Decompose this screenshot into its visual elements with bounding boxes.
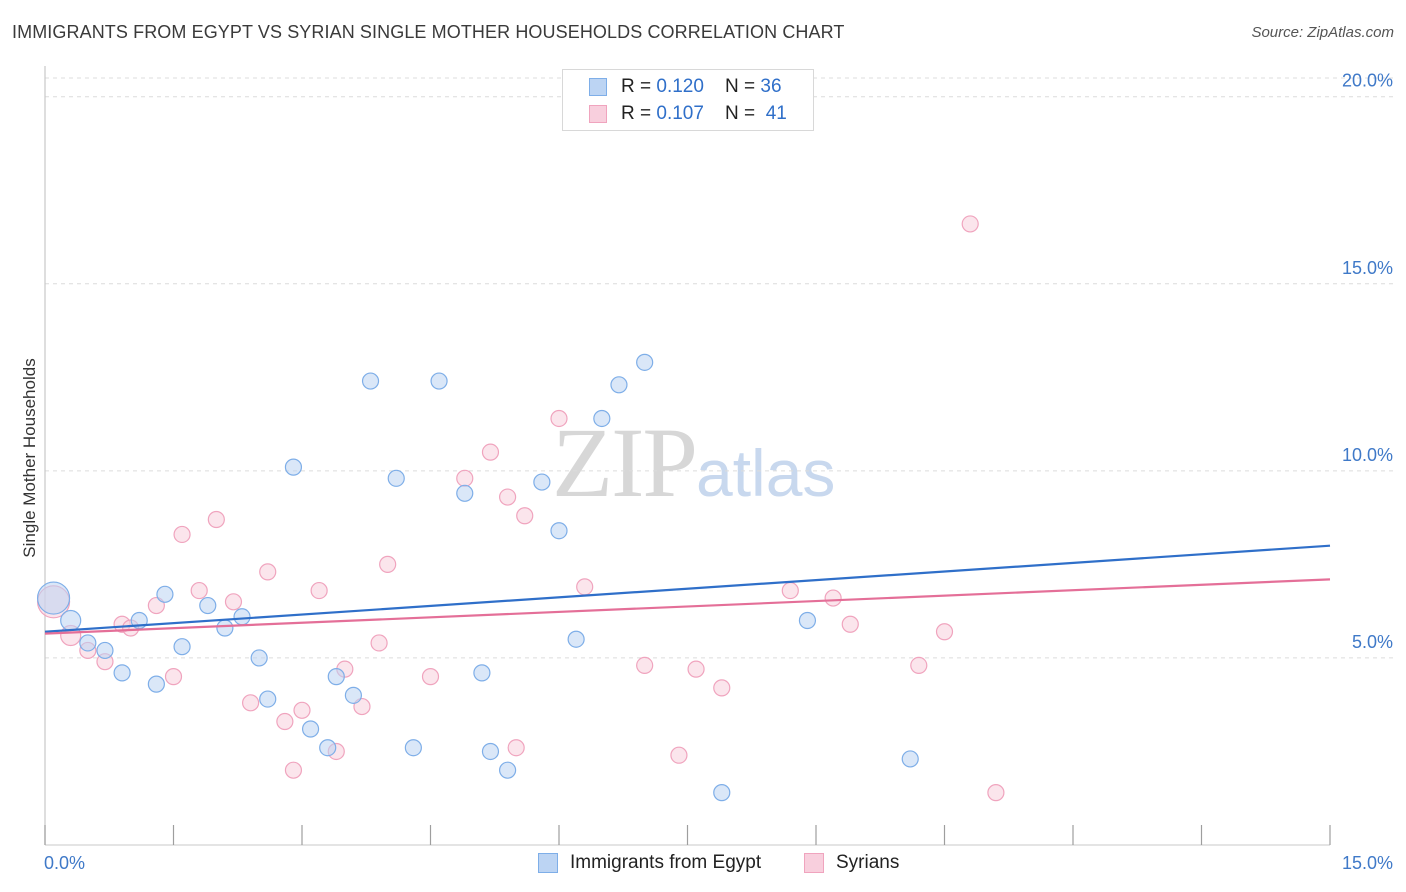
- syrians-point: [935, 623, 954, 641]
- syrians-point: [190, 581, 208, 600]
- egypt-n-value: 36: [760, 76, 782, 97]
- egypt-point: [593, 409, 611, 428]
- egypt-point: [610, 376, 628, 394]
- egypt-point: [199, 596, 217, 615]
- syrians-point: [961, 215, 979, 233]
- y-tick-label: 5.0%: [1352, 632, 1393, 652]
- egypt-point: [481, 742, 500, 761]
- egypt-legend-label: Immigrants from Egypt: [570, 852, 762, 873]
- trend-lines: [44, 544, 1331, 635]
- data-points: [36, 215, 1005, 802]
- egypt-point: [173, 638, 191, 656]
- syrians-point: [550, 409, 568, 428]
- egypt-point: [430, 372, 448, 390]
- syrians-point: [276, 712, 294, 731]
- egypt-point: [798, 611, 817, 630]
- egypt-point: [284, 458, 303, 476]
- syrians-point: [987, 784, 1005, 802]
- syrians-point: [687, 660, 705, 678]
- syrians-point: [259, 563, 277, 581]
- axes: [44, 66, 1331, 846]
- egypt-r-value: 0.120: [656, 76, 704, 97]
- syrians-point: [207, 510, 225, 529]
- syrians-legend-swatch: [804, 853, 824, 873]
- egypt-point: [901, 750, 919, 768]
- y-tick-label: 20.0%: [1342, 71, 1393, 91]
- egypt-legend-swatch: [538, 853, 558, 873]
- syrians-point: [670, 746, 688, 764]
- egypt-point: [319, 739, 337, 757]
- gridlines: [45, 77, 1395, 659]
- syrians-point: [293, 701, 311, 719]
- syrians-point: [576, 578, 594, 596]
- egypt-point: [259, 690, 277, 708]
- syrians-point: [164, 668, 183, 686]
- axis-labels: 5.0% 10.0% 15.0% 20.0% 0.0% 15.0% Single Mothe…: [20, 71, 1393, 873]
- syrians-point: [781, 581, 799, 600]
- egypt-point: [156, 585, 174, 603]
- syrians-point: [456, 469, 474, 487]
- syrians-n-value: 41: [765, 103, 787, 124]
- egypt-point: [327, 668, 345, 686]
- chart-title: IMMIGRANTS FROM EGYPT VS SYRIAN SINGLE M…: [12, 22, 845, 42]
- syrians-point: [224, 593, 243, 611]
- egypt-point: [60, 609, 82, 632]
- syrians-r-value: 0.107: [656, 103, 704, 124]
- egypt-point: [147, 675, 165, 693]
- syrians-point: [516, 507, 534, 525]
- egypt-point: [361, 372, 380, 390]
- egypt-swatch: [589, 78, 607, 96]
- egypt-point: [301, 720, 320, 738]
- egypt-point: [233, 608, 251, 626]
- egypt-point: [113, 664, 131, 682]
- zipatlas-watermark: ZIPatlas: [552, 407, 836, 518]
- egypt-point: [533, 473, 551, 491]
- syrians-point: [481, 443, 500, 461]
- syrians-point: [379, 555, 397, 573]
- syrians-point: [310, 581, 328, 600]
- syrians-point: [841, 615, 859, 633]
- syrians-swatch: [589, 105, 607, 123]
- egypt-point: [713, 784, 731, 802]
- syrians-point: [173, 525, 191, 544]
- egypt-point: [499, 761, 517, 779]
- syrians-point: [499, 488, 517, 506]
- y-tick-label: 10.0%: [1342, 445, 1393, 465]
- syrians-point: [713, 679, 731, 697]
- egypt-trend-line: [44, 544, 1331, 633]
- source-label[interactable]: Source: ZipAtlas.com: [1251, 24, 1394, 41]
- egypt-point: [216, 619, 234, 637]
- egypt-point: [456, 484, 474, 502]
- egypt-point: [250, 649, 268, 667]
- syrians-point: [824, 589, 842, 607]
- egypt-point: [636, 353, 654, 371]
- egypt-point: [96, 641, 114, 660]
- egypt-point: [473, 664, 491, 682]
- egypt-point: [567, 630, 585, 648]
- correlation-legend: R = 0.120 N = 36 R = 0.107 N = 41: [562, 69, 814, 131]
- egypt-point: [79, 634, 97, 652]
- syrians-point: [370, 634, 388, 652]
- syrians-point: [284, 761, 303, 779]
- x-tick-label-min: 0.0%: [44, 853, 85, 873]
- egypt-point: [387, 469, 405, 487]
- y-tick-label: 15.0%: [1342, 258, 1393, 278]
- syrians-point: [421, 668, 440, 686]
- syrians-point: [242, 694, 260, 712]
- egypt-point: [550, 522, 568, 540]
- syrians-point: [910, 656, 928, 675]
- syrians-legend-label: Syrians: [836, 852, 900, 873]
- syrians-trend-line: [44, 578, 1331, 635]
- x-tick-label-max: 15.0%: [1342, 853, 1393, 873]
- syrians-point: [507, 739, 525, 757]
- egypt-point: [344, 686, 362, 704]
- egypt-point: [404, 739, 422, 757]
- y-axis-title: Single Mother Households: [20, 358, 39, 557]
- syrians-point: [636, 656, 654, 675]
- egypt-point: [36, 581, 71, 615]
